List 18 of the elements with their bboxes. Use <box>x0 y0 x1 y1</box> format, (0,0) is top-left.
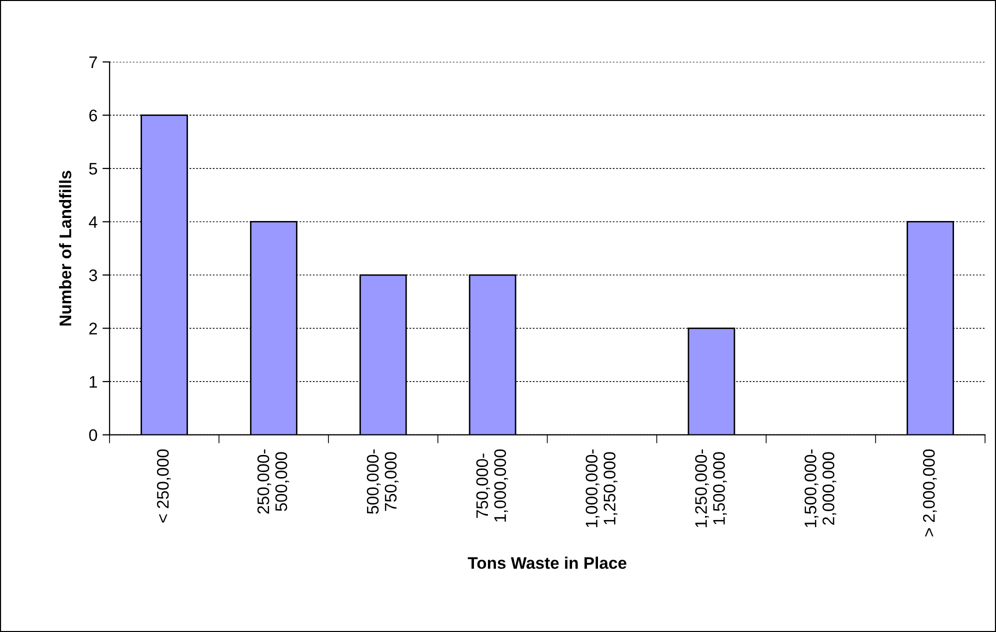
x-tick-label: 1,000,000- 1,250,000 <box>586 449 618 528</box>
y-tick-label: 2 <box>89 322 97 334</box>
x-tick-label: < 250,000 <box>156 449 171 522</box>
y-tick-label: 4 <box>88 216 98 228</box>
y-tick-label: 3 <box>89 269 98 282</box>
x-tick-label: 1,500,000- 2,000,000 <box>804 449 836 528</box>
x-tick-label: 500,000- 750,000 <box>366 449 399 514</box>
y-tick-label: 6 <box>89 110 98 122</box>
x-tick-label: 250,000- 500,000 <box>257 449 290 514</box>
y-axis-title: Number of Landfills <box>59 170 72 326</box>
x-tick-label: 1,250,000- 1,500,000 <box>695 449 727 528</box>
y-tick-label: 1 <box>90 376 97 388</box>
y-tick-label: 5 <box>89 163 98 175</box>
x-axis-title: Tons Waste in Place <box>468 556 626 569</box>
x-tick-label: > 2,000,000 <box>923 449 937 536</box>
y-tick-label: 0 <box>89 429 98 442</box>
x-tick-label: 750,000- 1,000,000 <box>476 449 508 522</box>
y-tick-label: 7 <box>89 56 97 68</box>
